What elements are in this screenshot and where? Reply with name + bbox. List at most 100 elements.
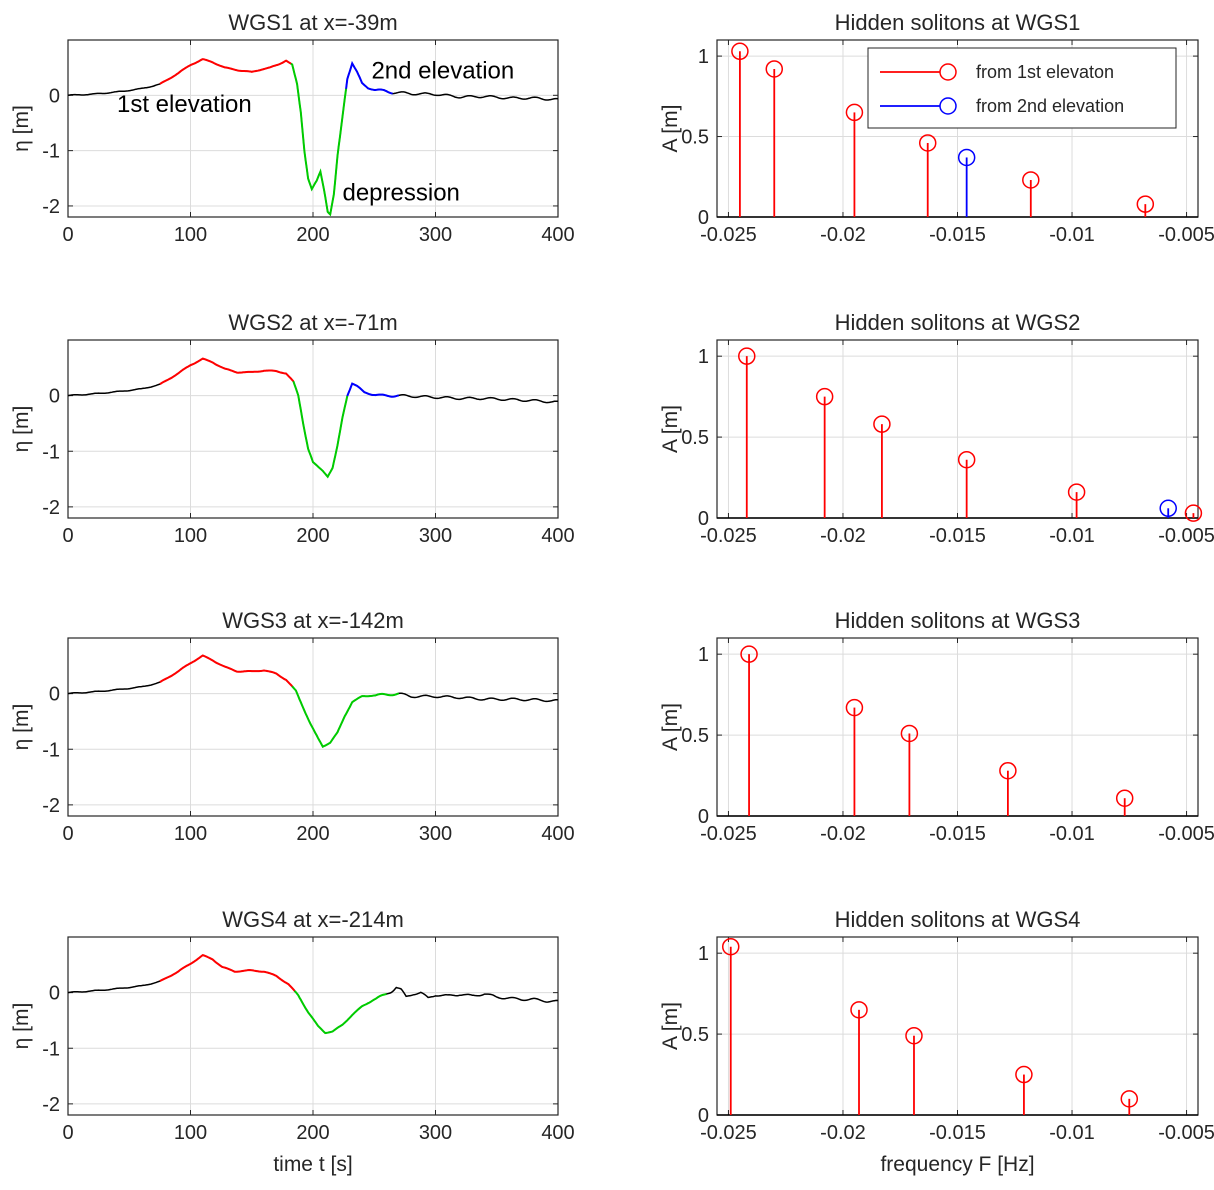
segment-1st-elevation: [159, 654, 293, 687]
segment-1st-elevation: [159, 58, 292, 85]
axes-box: [67, 339, 559, 519]
y-tick-label: 0: [49, 85, 60, 107]
stem-marker: [765, 60, 784, 78]
x-tick-label: 400: [541, 525, 574, 547]
subplot-4: -0.025 -0.02 -0.015 -0.01 -0.005 0 0.5 1 Hidden …: [659, 310, 1214, 547]
axes-box: [67, 936, 559, 1116]
x-tick-label: -0.02: [820, 525, 866, 547]
x-tick-label: 0: [62, 1122, 73, 1144]
y-tick-label: -1: [42, 739, 60, 761]
stem-marker: [1067, 483, 1086, 501]
annotation: 1st elevation: [117, 91, 252, 118]
x-tick-label: 300: [419, 1122, 452, 1144]
x-tick-label: 100: [174, 224, 207, 246]
y-tick-label: 0: [698, 806, 709, 828]
x-tick-label: -0.01: [1049, 1122, 1095, 1144]
x-tick-label: -0.015: [929, 823, 986, 845]
stem-marker: [1136, 195, 1155, 213]
x-tick-label: 200: [296, 823, 329, 845]
stem-marker: [731, 42, 749, 61]
plot-title: WGS3 at x=-142m: [222, 608, 404, 633]
x-tick-label: 0: [62, 224, 73, 246]
legend-label: from 1st elevaton: [976, 62, 1114, 82]
x-tick-label: -0.02: [820, 823, 866, 845]
plot-title: WGS1 at x=-39m: [228, 10, 397, 35]
x-tick-label: -0.005: [1158, 525, 1214, 547]
subplot-1: 0 100 200 300 400 -2 -1 0 WGS1 at x=-39m η [m] 1st…: [10, 10, 575, 246]
x-tick-label: 300: [419, 823, 452, 845]
stem-marker: [740, 645, 758, 663]
y-tick-label: 0: [698, 1105, 709, 1127]
y-axis-label: η [m]: [10, 105, 33, 152]
stem-marker: [905, 1026, 923, 1045]
legend-label: from 2nd elevation: [976, 96, 1124, 116]
x-tick-label: -0.02: [820, 224, 866, 246]
stem-marker: [1015, 1065, 1033, 1084]
stem-marker: [957, 148, 976, 167]
x-tick-label: 100: [174, 1122, 207, 1144]
x-tick-label: 200: [296, 1122, 329, 1144]
x-tick-label: 300: [419, 224, 452, 246]
y-axis-label: η [m]: [10, 704, 33, 751]
segment-depression: [293, 990, 387, 1035]
subplot-2: -0.025 -0.02 -0.015 -0.01 -0.005 0 0.5 1 Hidden …: [659, 10, 1214, 246]
x-tick-label: 400: [541, 224, 574, 246]
x-tick-label: 400: [541, 1122, 574, 1144]
y-tick-label: 0.5: [681, 1024, 709, 1046]
stem-marker: [957, 450, 976, 469]
y-axis-label: A [m]: [659, 105, 682, 153]
stem-marker: [815, 387, 834, 406]
y-tick-label: -2: [42, 196, 60, 218]
y-tick-label: -2: [42, 497, 60, 519]
plot-title: WGS4 at x=-214m: [222, 907, 404, 932]
y-tick-label: 0: [49, 386, 60, 408]
x-tick-label: 400: [541, 823, 574, 845]
stem-marker: [918, 134, 937, 152]
x-axis-label: frequency F [Hz]: [880, 1153, 1034, 1176]
x-axis-label: time t [s]: [273, 1153, 352, 1176]
stem-marker: [721, 937, 740, 956]
stem-marker: [1022, 171, 1040, 189]
x-tick-label: -0.025: [700, 525, 757, 547]
stem-marker: [845, 698, 864, 717]
y-tick-label: 0: [49, 684, 60, 706]
stem-marker: [845, 103, 864, 122]
y-tick-label: 0.5: [681, 725, 709, 747]
y-tick-label: -1: [42, 1038, 60, 1060]
segment-2nd-elevation: [345, 60, 393, 95]
plot-title: Hidden solitons at WGS3: [835, 608, 1081, 633]
stem-marker: [999, 761, 1017, 780]
plot-title: Hidden solitons at WGS4: [835, 907, 1081, 932]
legend-marker: [939, 97, 957, 115]
x-tick-label: -0.015: [929, 224, 986, 246]
legend-marker: [939, 63, 957, 81]
subplot-3: 0 100 200 300 400 -2 -1 0 WGS2 at x=-71m η [m]: [10, 310, 575, 547]
x-tick-label: -0.005: [1158, 823, 1214, 845]
x-tick-label: -0.025: [700, 823, 757, 845]
x-tick-label: 100: [174, 525, 207, 547]
axes-box: [67, 39, 559, 218]
subplot-7: 0 100 200 300 400 -2 -1 0 WGS4 at x=-214m η [m] ti…: [10, 907, 575, 1176]
x-tick-label: 300: [419, 525, 452, 547]
subplot-8: -0.025 -0.02 -0.015 -0.01 -0.005 0 0.5 1 Hidden …: [659, 907, 1214, 1176]
x-tick-label: 200: [296, 224, 329, 246]
x-tick-label: -0.025: [700, 224, 757, 246]
y-tick-label: -1: [42, 441, 60, 463]
stem-marker: [1159, 499, 1177, 518]
y-tick-label: 1: [698, 46, 709, 68]
annotation: 2nd elevation: [371, 58, 514, 85]
y-axis-label: A [m]: [659, 405, 682, 453]
y-axis-label: η [m]: [10, 406, 33, 453]
stem-marker: [1120, 1090, 1139, 1108]
x-tick-label: 100: [174, 823, 207, 845]
y-tick-label: 1: [698, 943, 709, 965]
y-tick-label: -1: [42, 141, 60, 163]
x-tick-label: -0.02: [820, 1122, 866, 1144]
stem-marker: [1184, 504, 1203, 522]
x-tick-label: 200: [296, 525, 329, 547]
y-tick-label: 0.5: [681, 127, 709, 149]
y-tick-label: 0: [698, 508, 709, 530]
segment-depression: [292, 380, 349, 479]
segment-2nd-elevation: [346, 382, 400, 398]
